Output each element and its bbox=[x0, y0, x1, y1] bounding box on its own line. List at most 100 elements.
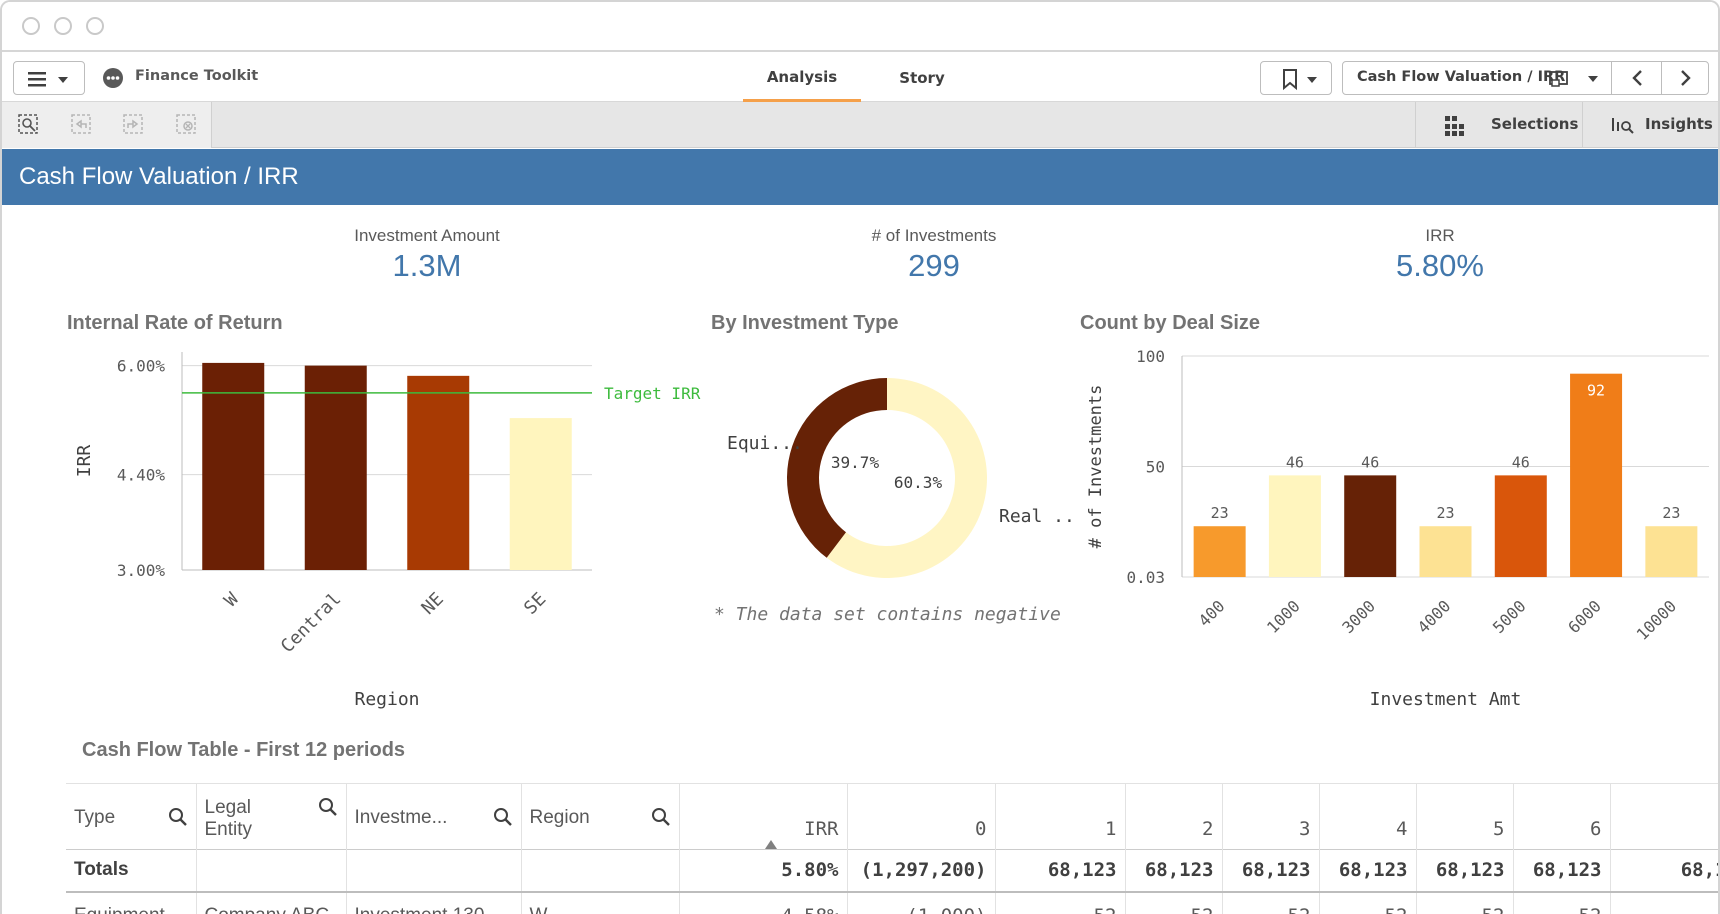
column-header[interactable]: 5 bbox=[1416, 783, 1514, 850]
data-label: 46 bbox=[1512, 453, 1530, 471]
column-header[interactable]: 3 bbox=[1222, 783, 1320, 850]
table-row[interactable]: EquipmentCompany ABCInvestment 130W4.58%… bbox=[66, 891, 1718, 914]
table-cell: 52 bbox=[1319, 891, 1417, 914]
search-icon[interactable] bbox=[168, 807, 188, 827]
sheet-title: Cash Flow Valuation / IRR bbox=[2, 149, 1718, 205]
minimize-window-button[interactable] bbox=[54, 17, 72, 35]
x-axis-title: Region bbox=[354, 689, 419, 710]
window-titlebar bbox=[2, 2, 1718, 52]
app-icon bbox=[103, 68, 123, 88]
chart-footnote: * The data set contains negative or zer.… bbox=[714, 604, 1072, 625]
hamburger-menu-icon bbox=[28, 72, 68, 87]
bar-5000 bbox=[1494, 475, 1547, 577]
table-cell: Investment 130 bbox=[346, 891, 522, 914]
table-cell: 52 bbox=[1125, 891, 1223, 914]
column-header[interactable]: 2 bbox=[1125, 783, 1223, 850]
bar-1000 bbox=[1268, 475, 1321, 577]
y-axis-title: IRR bbox=[74, 445, 95, 478]
selections-button[interactable]: Selections bbox=[1415, 102, 1583, 148]
kpi-investment-amount[interactable]: Investment Amount 1.3M bbox=[277, 226, 577, 284]
table-cell: 52 bbox=[1513, 891, 1611, 914]
kpi-number-of-investments[interactable]: # of Investments 299 bbox=[784, 226, 1084, 284]
bookmark-icon bbox=[1283, 69, 1317, 91]
bar-w bbox=[202, 362, 265, 570]
slice-category-label: Equi... bbox=[727, 433, 803, 454]
totals-cell bbox=[521, 849, 680, 893]
search-icon[interactable] bbox=[318, 797, 338, 817]
chevron-right-icon bbox=[1681, 70, 1691, 86]
column-header-label: Region bbox=[529, 807, 590, 828]
table-cell: 4.58% bbox=[679, 891, 848, 914]
column-header[interactable]: Investme... bbox=[346, 783, 522, 850]
column-header[interactable]: IRR bbox=[679, 783, 848, 850]
next-sheet-button[interactable] bbox=[1661, 62, 1709, 94]
sheet-navigator: Cash Flow Valuation / IRR bbox=[1342, 61, 1709, 95]
totals-cell: 68,123 bbox=[1416, 849, 1514, 893]
data-label: 46 bbox=[1286, 453, 1304, 471]
table-cell: Company ABC bbox=[196, 891, 347, 914]
tab-analysis[interactable]: Analysis bbox=[743, 54, 861, 102]
bar-se bbox=[509, 418, 572, 570]
insights-button[interactable]: Insights bbox=[1584, 102, 1718, 148]
totals-cell bbox=[196, 849, 347, 893]
clear-selections-icon[interactable] bbox=[174, 112, 198, 136]
donut-slice-0 bbox=[787, 378, 887, 558]
deal-size-bar-chart[interactable]: 0.03 50 100 23 400 46 1000 46 3000 23 4000 46 5000 92… bbox=[1077, 342, 1720, 712]
column-header[interactable]: Type bbox=[66, 783, 197, 850]
zoom-window-button[interactable] bbox=[86, 17, 104, 35]
table-cell bbox=[1610, 891, 1718, 914]
x-tick-label: 10000 bbox=[1633, 596, 1680, 643]
bar-central bbox=[304, 365, 367, 570]
app-name: Finance Toolkit bbox=[135, 68, 259, 84]
table-cell: Equipment bbox=[66, 891, 197, 914]
column-header-label: Legal Entity bbox=[204, 797, 253, 840]
column-header[interactable]: 4 bbox=[1319, 783, 1417, 850]
totals-cell: 68,1 bbox=[1610, 849, 1718, 893]
insights-label: Insights bbox=[1645, 115, 1713, 133]
navigation-menu-button[interactable] bbox=[13, 61, 85, 95]
column-header[interactable]: 6 bbox=[1513, 783, 1611, 850]
table-cell: 52 bbox=[1222, 891, 1320, 914]
column-header[interactable] bbox=[1610, 783, 1718, 850]
sort-ascending-icon[interactable] bbox=[764, 838, 778, 850]
data-label: 23 bbox=[1436, 504, 1454, 522]
bar-6000 bbox=[1570, 373, 1623, 577]
data-label: 23 bbox=[1662, 504, 1680, 522]
step-back-icon[interactable] bbox=[69, 112, 93, 136]
bookmarks-button[interactable] bbox=[1260, 61, 1332, 95]
investment-type-chart-title: By Investment Type bbox=[711, 312, 899, 334]
selection-tools bbox=[2, 102, 212, 148]
step-forward-icon[interactable] bbox=[121, 112, 145, 136]
bar-4000 bbox=[1419, 526, 1472, 577]
x-tick-label: 1000 bbox=[1263, 596, 1304, 637]
column-header-label: Investme... bbox=[354, 807, 448, 828]
column-header[interactable]: Legal Entity bbox=[196, 783, 347, 850]
column-header[interactable]: Region bbox=[521, 783, 680, 850]
table-cell: W bbox=[521, 891, 680, 914]
column-header[interactable]: 0 bbox=[847, 783, 996, 850]
table-header-row: Type Legal Entity Investme... Region IRR 0 1 2 3… bbox=[66, 783, 1718, 850]
totals-cell: 68,123 bbox=[995, 849, 1126, 893]
column-header-label: 3 bbox=[1299, 818, 1311, 840]
table-cell: (1,000) bbox=[847, 891, 996, 914]
x-tick-label: NE bbox=[418, 589, 448, 619]
close-window-button[interactable] bbox=[22, 17, 40, 35]
search-icon[interactable] bbox=[651, 807, 671, 827]
investment-type-donut-chart[interactable]: 39.7% 60.3% Equi... Real ... * The data set … bbox=[702, 342, 1072, 642]
previous-sheet-button[interactable] bbox=[1611, 62, 1661, 94]
irr-bar-chart[interactable]: 3.00% 4.40% 6.00% W Central NE SE Target IRR (5… bbox=[62, 342, 702, 712]
search-icon[interactable] bbox=[493, 807, 513, 827]
y-axis-title: # of Investments bbox=[1086, 385, 1106, 549]
slice-category-label: Real ... bbox=[999, 506, 1072, 527]
y-tick-label: 100 bbox=[1136, 347, 1165, 366]
table-cell: 52 bbox=[1416, 891, 1514, 914]
column-header[interactable]: 1 bbox=[995, 783, 1126, 850]
x-tick-label: 3000 bbox=[1338, 596, 1379, 637]
kpi-value: 5.80% bbox=[1396, 248, 1484, 283]
kpi-irr[interactable]: IRR 5.80% bbox=[1290, 226, 1590, 284]
sheet-selector-dropdown[interactable]: Cash Flow Valuation / IRR bbox=[1343, 62, 1611, 94]
totals-cell: 68,123 bbox=[1513, 849, 1611, 893]
tab-story[interactable]: Story bbox=[899, 69, 945, 87]
smart-search-icon[interactable] bbox=[16, 112, 40, 136]
